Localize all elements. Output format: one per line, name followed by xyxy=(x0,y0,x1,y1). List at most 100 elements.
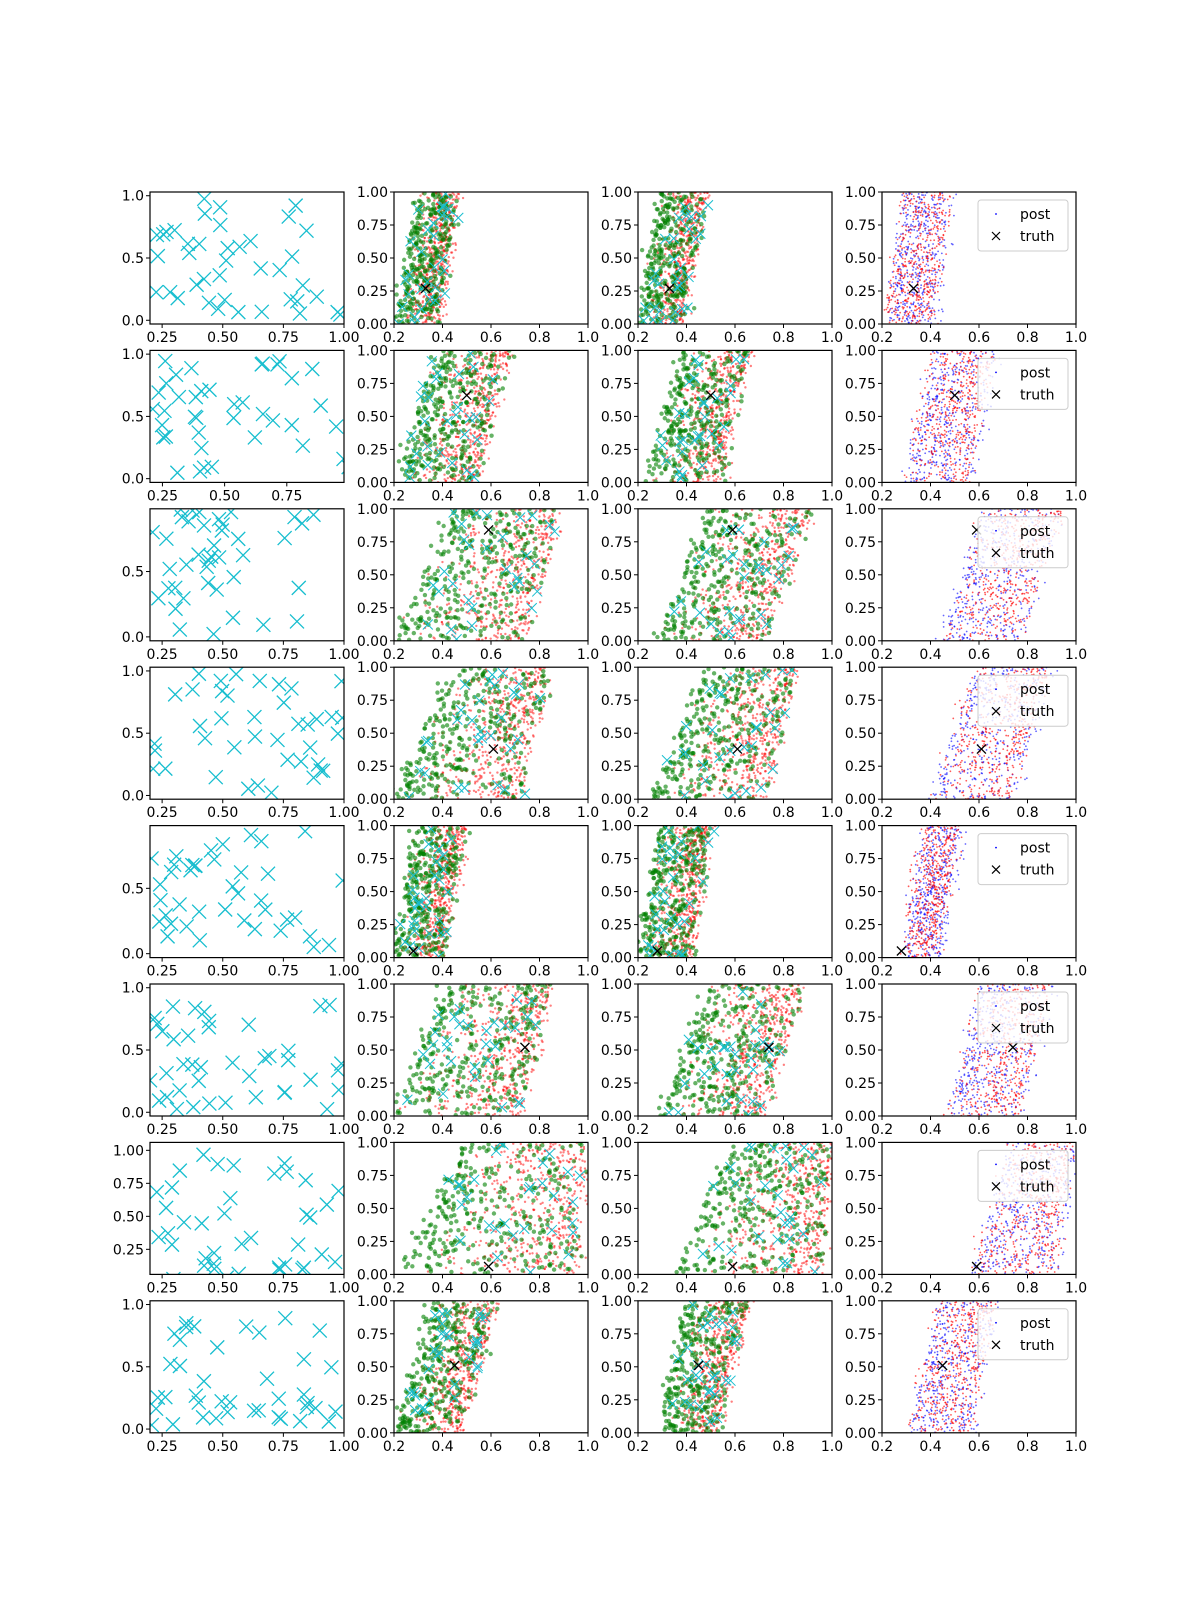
sample-blue xyxy=(904,304,907,307)
sample-green xyxy=(428,252,433,258)
x-tick-label: 0.75 xyxy=(271,488,302,504)
sample-red xyxy=(441,418,444,422)
sample-red xyxy=(699,208,703,211)
sample-red xyxy=(919,279,921,281)
sample-green xyxy=(433,450,438,455)
sample-red xyxy=(918,227,921,230)
sample-red xyxy=(689,246,692,249)
sample-red xyxy=(940,236,942,239)
sample-blue xyxy=(939,277,941,280)
sample-red xyxy=(670,249,673,252)
sample-red xyxy=(916,281,919,284)
sample-green xyxy=(674,240,680,245)
sample-red xyxy=(936,290,939,293)
sample-green xyxy=(461,428,466,433)
sample-green xyxy=(465,380,470,385)
x-tick-label: 0.4 xyxy=(431,488,453,504)
sample-red xyxy=(934,279,937,282)
sample-red xyxy=(910,260,913,262)
sample-blue xyxy=(943,221,946,224)
data-point xyxy=(150,284,164,300)
sample-red xyxy=(663,308,666,312)
sample-red xyxy=(895,311,897,314)
sample-blue xyxy=(944,198,946,201)
sample-red xyxy=(676,246,679,250)
sample-red xyxy=(918,290,920,292)
sample-blue xyxy=(923,209,926,212)
sample-red xyxy=(682,298,685,301)
sample-blue xyxy=(926,220,929,223)
sample-green xyxy=(463,448,468,453)
sample-green xyxy=(406,319,411,324)
sample-green xyxy=(485,402,491,408)
sample-blue xyxy=(920,298,923,301)
sample-red xyxy=(454,206,458,209)
sample-red xyxy=(947,224,950,227)
sample-cyan xyxy=(655,316,667,324)
sample-blue xyxy=(926,397,929,400)
sample-blue xyxy=(962,465,964,467)
sample-green xyxy=(436,452,441,458)
sample-red xyxy=(911,272,914,275)
sample-red xyxy=(440,192,443,196)
sample-red xyxy=(931,222,934,225)
sample-red xyxy=(886,296,889,299)
sample-red xyxy=(930,269,933,272)
sample-red xyxy=(917,211,920,214)
sample-red xyxy=(716,475,720,479)
sample-red xyxy=(920,223,923,226)
sample-red xyxy=(429,371,432,374)
sample-red xyxy=(921,215,924,217)
sample-red xyxy=(709,413,712,417)
sample-red xyxy=(433,199,436,202)
sample-red xyxy=(910,243,913,246)
sample-green xyxy=(408,231,414,236)
sample-red xyxy=(930,314,933,317)
sample-blue xyxy=(941,310,944,313)
sample-red xyxy=(895,309,898,312)
sample-blue xyxy=(901,470,904,473)
sample-cyan xyxy=(432,367,443,379)
sample-blue xyxy=(934,317,937,320)
sample-red xyxy=(934,271,937,274)
sample-blue xyxy=(911,224,914,227)
sample-green xyxy=(433,195,438,200)
sample-green xyxy=(658,222,664,228)
sample-red xyxy=(727,407,731,410)
sample-blue xyxy=(977,458,980,461)
sample-red xyxy=(907,231,910,233)
sample-blue xyxy=(968,463,971,466)
sample-red xyxy=(488,441,492,444)
sample-green xyxy=(683,428,688,433)
sample-blue xyxy=(940,252,943,255)
sample-green xyxy=(709,408,714,413)
sample-blue xyxy=(912,254,915,257)
sample-red xyxy=(911,249,914,252)
sample-cyan xyxy=(396,301,408,313)
sample-red xyxy=(690,259,693,262)
sample-red xyxy=(437,241,440,245)
sample-blue xyxy=(952,197,955,199)
sample-red xyxy=(706,451,709,454)
sample-red xyxy=(495,405,498,408)
sample-red xyxy=(910,275,912,278)
sample-blue xyxy=(944,246,947,249)
sample-blue xyxy=(933,224,936,227)
sample-blue xyxy=(922,314,925,317)
sample-green xyxy=(736,364,741,370)
sample-blue xyxy=(971,409,974,412)
sample-green xyxy=(424,381,429,387)
sample-blue xyxy=(915,268,917,270)
sample-green xyxy=(417,271,423,276)
sample-red xyxy=(941,194,944,197)
sample-green xyxy=(669,405,675,410)
sample-red xyxy=(928,282,931,284)
sample-blue xyxy=(897,265,900,268)
sample-blue xyxy=(954,411,957,414)
y-tick-label: 0.00 xyxy=(601,475,632,491)
sample-blue xyxy=(947,422,950,424)
sample-blue xyxy=(890,285,893,288)
sample-red xyxy=(904,291,906,294)
sample-red xyxy=(888,321,891,324)
sample-red xyxy=(928,269,931,272)
